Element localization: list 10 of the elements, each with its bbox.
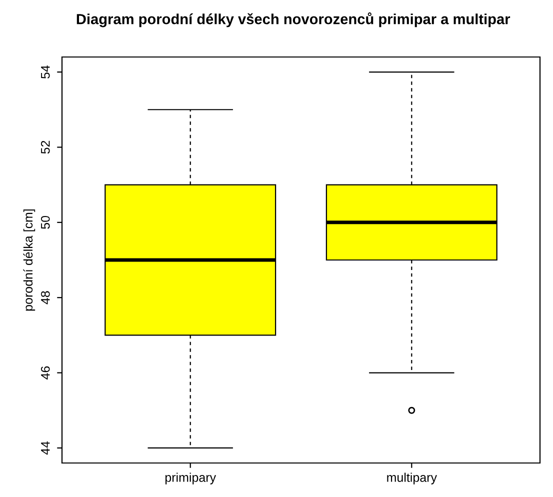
y-tick-label: 44 — [41, 441, 50, 455]
y-tick-label: 50 — [40, 216, 50, 229]
y-tick-label: 46 — [40, 366, 50, 380]
y-axis-title: porodní délka [cm] — [23, 209, 36, 311]
y-tick-label: 52 — [40, 140, 50, 154]
x-tick-label: primipary — [165, 472, 216, 484]
chart-title: Diagram porodní délky všech novorozenců primipar a multipar — [76, 12, 510, 28]
y-tick-label: 48 — [40, 291, 50, 304]
x-tick-label: multipary — [387, 472, 437, 484]
y-tick-label: 54 — [41, 65, 50, 78]
